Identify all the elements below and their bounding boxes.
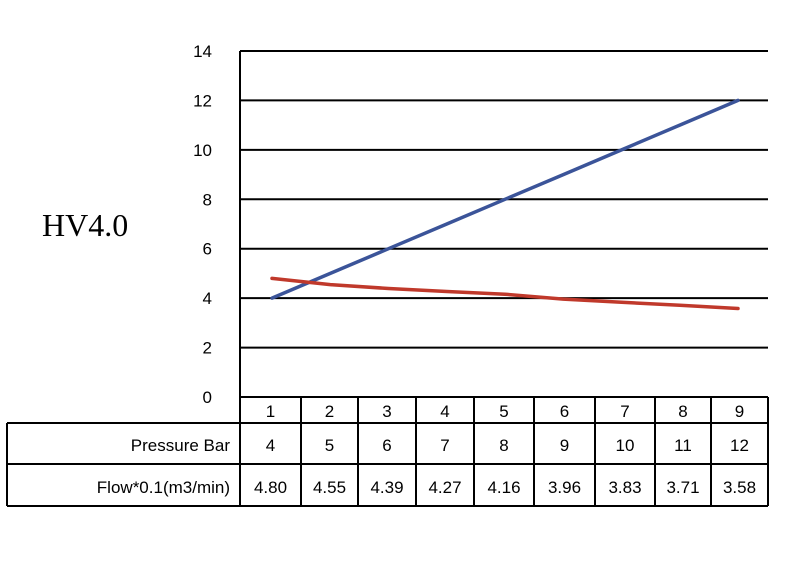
x-tick-label: 1: [266, 402, 275, 421]
x-tick-label: 3: [382, 402, 391, 421]
series-line-1: [270, 98, 740, 300]
y-tick-label: 8: [203, 190, 212, 209]
grid-lines: [239, 50, 768, 505]
table-cell: 3.96: [548, 478, 581, 497]
table-cell: 8: [499, 436, 508, 455]
table-cell: 4.27: [428, 478, 461, 497]
y-tick-label: 14: [193, 42, 212, 61]
table-cell: 3.71: [666, 478, 699, 497]
y-tick-label: 12: [193, 91, 212, 110]
x-tick-label: 6: [560, 402, 569, 421]
table-cell: 5: [325, 436, 334, 455]
table-cell: 9: [560, 436, 569, 455]
table-cell: 6: [382, 436, 391, 455]
table-cell: 4.39: [370, 478, 403, 497]
table-cell: 4: [266, 436, 275, 455]
table-row-label: Pressure Bar: [131, 436, 231, 455]
x-tick-label: 4: [440, 402, 449, 421]
x-tick-label: 5: [499, 402, 508, 421]
table-cell: 4.80: [254, 478, 287, 497]
chart-title: HV4.0: [42, 207, 128, 243]
y-tick-label: 10: [193, 141, 212, 160]
y-tick-label: 0: [203, 388, 212, 407]
series-line-2: [270, 276, 740, 311]
y-tick-label: 6: [203, 240, 212, 259]
table-cell: 4.16: [487, 478, 520, 497]
x-tick-label: 2: [325, 402, 334, 421]
x-tick-label: 9: [735, 402, 744, 421]
x-tick-label: 8: [678, 402, 687, 421]
y-tick-labels: 0 2 4 6 8 10 12 14: [193, 42, 212, 407]
x-tick-label: 7: [620, 402, 629, 421]
series-lines: [270, 98, 740, 311]
table-cell: 7: [440, 436, 449, 455]
y-tick-label: 4: [203, 289, 212, 308]
table-cell: 4.55: [313, 478, 346, 497]
table-cell: 3.58: [723, 478, 756, 497]
table-cell: 11: [674, 436, 692, 455]
y-tick-label: 2: [203, 339, 212, 358]
table-cell: 10: [616, 436, 635, 455]
table-cell: 3.83: [608, 478, 641, 497]
table-cell: 12: [730, 436, 749, 455]
table-row-label: Flow*0.1(m3/min): [97, 478, 230, 497]
